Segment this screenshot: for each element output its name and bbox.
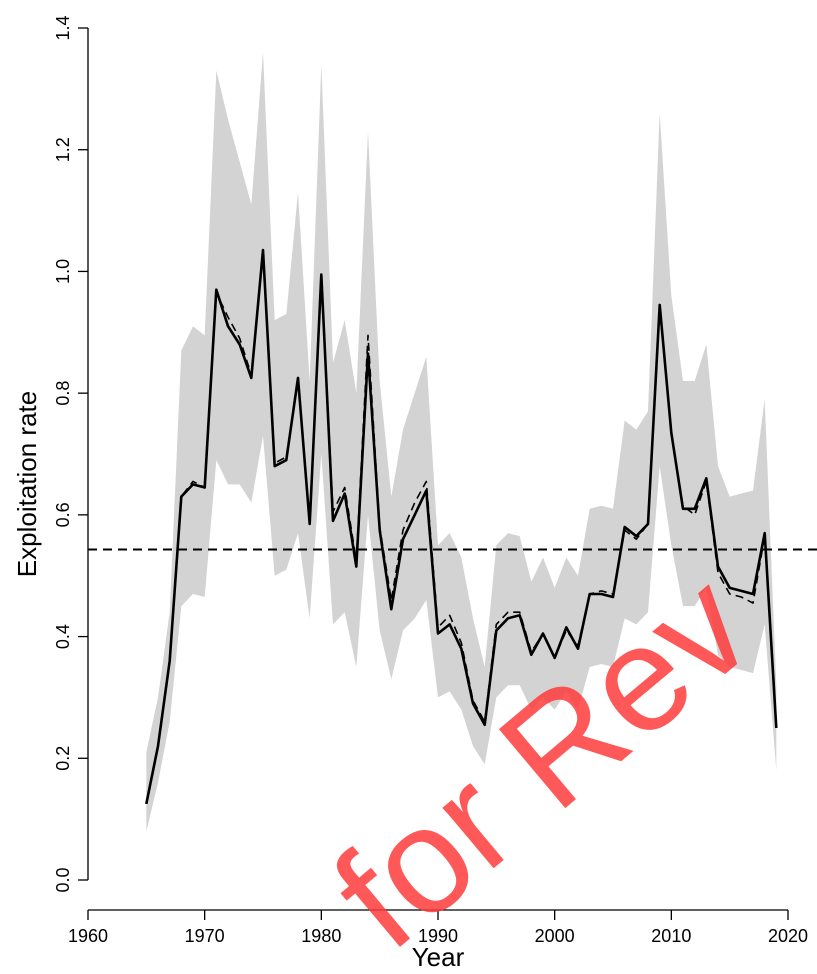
- y-tick-label: 0.6: [53, 502, 73, 527]
- x-tick-label: 2020: [768, 926, 808, 946]
- y-tick-label: 1.4: [53, 15, 73, 40]
- x-axis-title: Year: [412, 942, 465, 972]
- y-axis-title: Exploitation rate: [12, 391, 42, 577]
- axes: 0.0 0.2 0.4 0.6 0.8 1.0 1.2 1.4 1960 1970 1980 1990…: [53, 15, 808, 946]
- x-tick-label: 1960: [68, 926, 108, 946]
- y-tick-label: 1.2: [53, 137, 73, 162]
- x-tick-label: 2010: [651, 926, 691, 946]
- y-tick-label: 1.0: [53, 259, 73, 284]
- confidence-band: [146, 52, 777, 832]
- y-tick-label: 0.8: [53, 381, 73, 406]
- y-tick-label: 0.4: [53, 624, 73, 649]
- confidence-band-layer: [146, 52, 777, 832]
- x-tick-label: 1980: [301, 926, 341, 946]
- series-layer: [145, 248, 778, 805]
- x-tick-label: 1970: [185, 926, 225, 946]
- x-tick-label: 2000: [535, 926, 575, 946]
- x-tick-label: 1990: [418, 926, 458, 946]
- y-tick-label: 0.0: [53, 867, 73, 892]
- series-line-dashed: [145, 252, 778, 805]
- y-tick-label: 0.2: [53, 746, 73, 771]
